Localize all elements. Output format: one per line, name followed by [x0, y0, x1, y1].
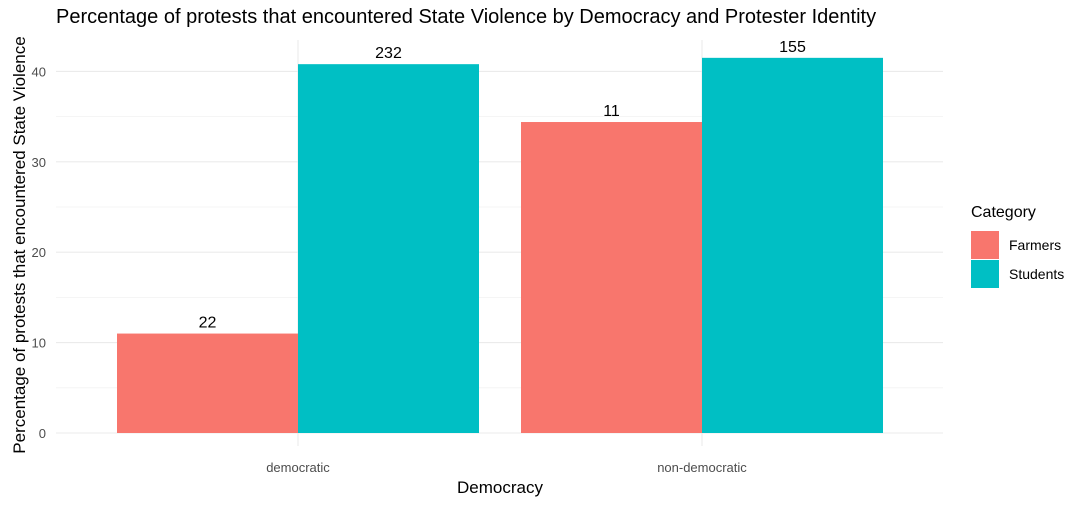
y-tick-labels: 0 10 20 30 40 [32, 64, 46, 441]
y-axis-title: Percentage of protests that encountered … [10, 36, 29, 454]
y-tick-label: 30 [32, 155, 46, 170]
x-axis-title: Democracy [457, 478, 543, 497]
y-tick-label: 0 [39, 426, 46, 441]
data-label: 22 [199, 315, 217, 332]
x-tick-labels: democratic non-democratic [266, 460, 747, 475]
legend-label-students: Students [1009, 265, 1065, 282]
bar-students-democratic [298, 64, 479, 433]
x-tick-label: democratic [266, 460, 330, 475]
bars [117, 57, 883, 434]
chart-title: Percentage of protests that encountered … [56, 6, 877, 28]
legend-swatch-students [971, 259, 999, 288]
legend-item-students: Students [971, 259, 1064, 288]
data-labels: 22 232 11 155 [199, 39, 806, 332]
y-tick-label: 10 [32, 336, 46, 351]
bar-farmers-democratic [117, 333, 298, 433]
legend-item-farmers: Farmers [971, 230, 1064, 259]
y-tick-label: 40 [32, 64, 46, 79]
bar-farmers-non-democratic [521, 122, 702, 434]
y-tick-label: 20 [32, 245, 46, 260]
legend: Category Farmers Students [971, 204, 1064, 288]
data-label: 232 [375, 45, 402, 62]
bar-students-non-democratic [702, 57, 883, 434]
legend-title: Category [971, 204, 1036, 221]
legend-label-farmers: Farmers [1009, 236, 1062, 253]
data-label: 11 [603, 103, 620, 120]
data-label: 155 [779, 39, 806, 56]
legend-swatch-farmers [971, 230, 999, 259]
x-tick-label: non-democratic [657, 460, 747, 475]
